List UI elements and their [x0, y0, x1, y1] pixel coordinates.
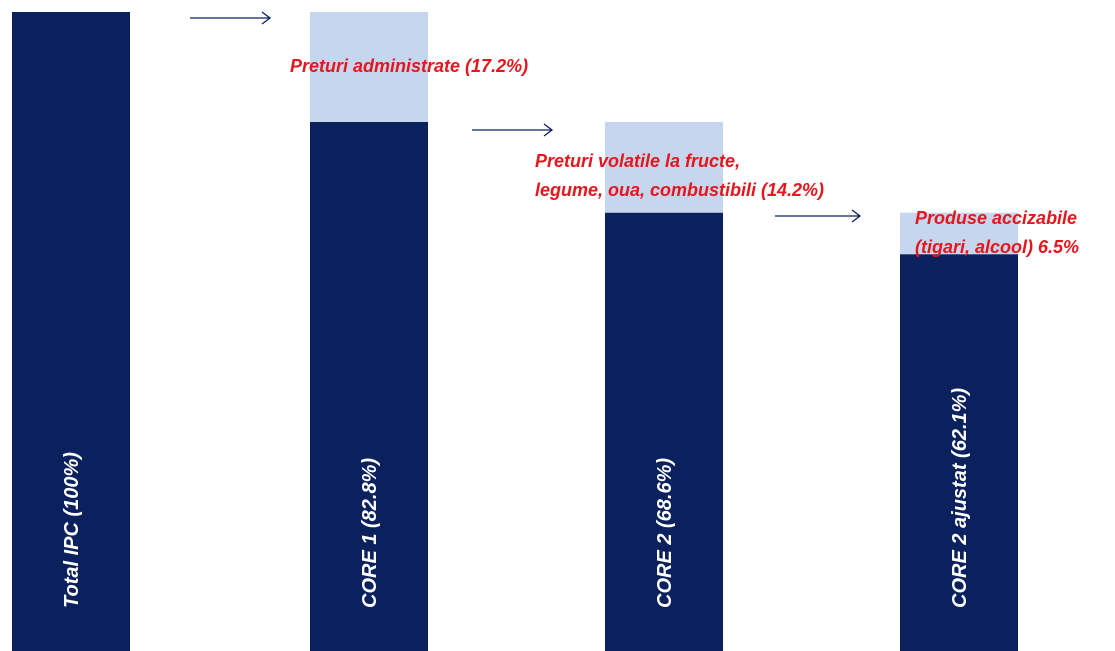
bar-label: CORE 2 (68.6%) — [654, 458, 676, 608]
bar-label: Total IPC (100%) — [61, 452, 83, 608]
bar-segment — [605, 121, 723, 213]
annotation: (tigari, alcool) 6.5% — [915, 237, 1079, 257]
annotation: legume, oua, combustibili (14.2%) — [535, 180, 824, 200]
annotation: Preturi volatile la fructe, — [535, 151, 740, 171]
bar-label: CORE 2 ajustat (62.1%) — [949, 388, 971, 608]
bar-segment — [900, 254, 1018, 651]
arrow — [190, 11, 272, 25]
arrow — [472, 123, 554, 137]
bar-segment — [900, 212, 1018, 255]
arrow — [775, 209, 862, 223]
arrows — [190, 11, 862, 223]
annotation: Produse accizabile — [915, 208, 1077, 228]
bar-segment — [310, 121, 428, 651]
bar-segment — [12, 12, 130, 651]
bar-segment — [605, 212, 723, 651]
bar-label: CORE 1 (82.8%) — [359, 458, 381, 608]
annotation: Preturi administrate (17.2%) — [290, 56, 528, 76]
bar-segment — [310, 12, 428, 122]
